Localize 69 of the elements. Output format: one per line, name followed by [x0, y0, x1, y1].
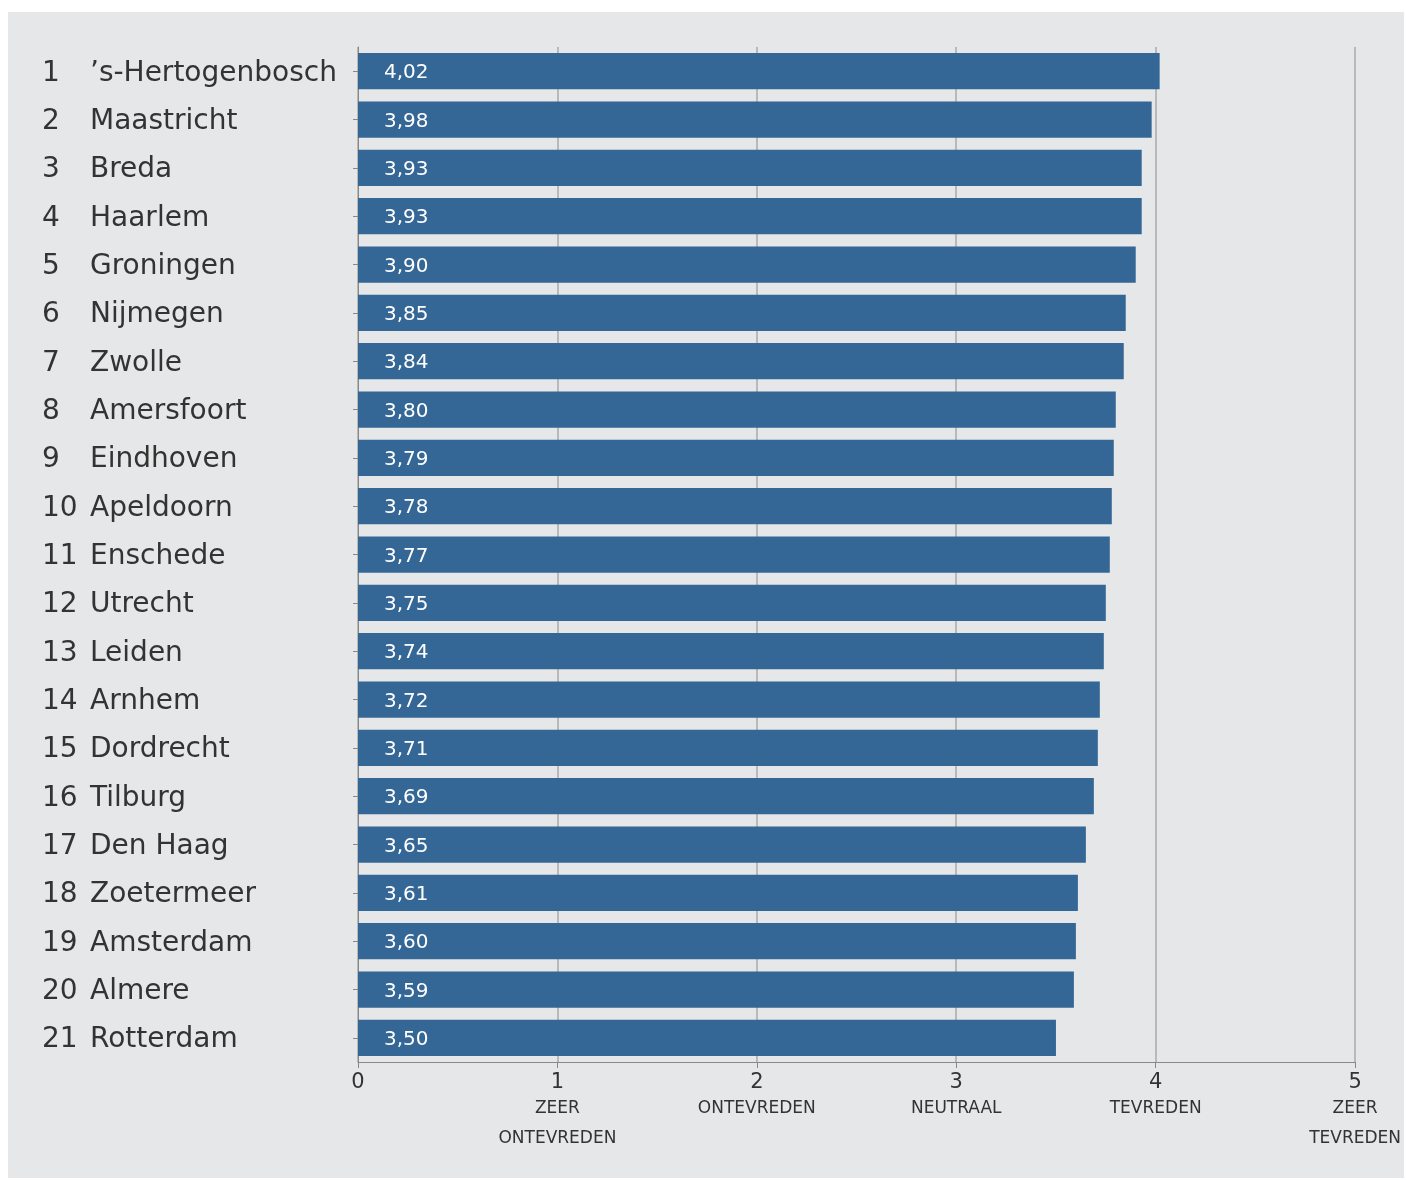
bar [358, 971, 1074, 1008]
bar [358, 778, 1094, 815]
bar [358, 101, 1152, 138]
bar [358, 343, 1124, 380]
data-label: 3,75 [384, 590, 429, 615]
bar [358, 729, 1098, 766]
bar [358, 439, 1114, 476]
bar [358, 1019, 1056, 1056]
y-tick-label: 16 Tilburg [42, 779, 187, 813]
data-label: 3,84 [384, 349, 429, 374]
y-tick-label: 10 Apeldoorn [42, 489, 233, 523]
data-label: 3,93 [384, 204, 429, 229]
bar [358, 681, 1100, 718]
bar [358, 633, 1104, 670]
data-label: 3,59 [384, 977, 429, 1002]
data-label: 3,80 [384, 397, 429, 422]
data-label: 3,74 [384, 639, 429, 664]
y-tick-label: 12 Utrecht [42, 586, 194, 620]
data-label: 3,69 [384, 784, 429, 809]
y-tick-label: 1 ’s-Hertogenbosch [42, 54, 337, 88]
x-tick-label: 1 ZEER ONTEVREDEN [498, 1069, 617, 1147]
y-tick-label: 14 Arnhem [42, 683, 201, 716]
data-label: 3,50 [384, 1025, 429, 1050]
x-tick-label: 5 ZEER TEVREDEN [1308, 1069, 1401, 1147]
bar [358, 294, 1126, 331]
data-label: 4,02 [384, 59, 429, 84]
y-tick-label: 2 Maastricht [42, 103, 238, 136]
bar [358, 246, 1136, 283]
bar [358, 874, 1078, 911]
data-label: 3,79 [384, 445, 429, 470]
y-tick-label: 21 Rotterdam [42, 1021, 238, 1055]
y-tick-label: 5 Groningen [42, 248, 236, 281]
y-tick-label: 13 Leiden [42, 634, 183, 668]
bar [358, 584, 1106, 621]
data-label: 3,93 [384, 155, 429, 180]
y-tick-label: 20 Almere [42, 973, 190, 1006]
data-label: 3,85 [384, 300, 429, 325]
x-tick-label: 0 [351, 1069, 365, 1093]
y-tick-label: 7 Zwolle [42, 344, 182, 378]
x-tick-label: 4 TEVREDEN [1108, 1069, 1202, 1117]
data-label: 3,98 [384, 107, 429, 132]
y-tick-label: 9 Eindhoven [42, 441, 238, 475]
bar [358, 391, 1116, 428]
data-label: 3,90 [384, 252, 429, 277]
y-tick-label: 3 Breda [42, 151, 173, 185]
y-tick-label: 15 Dordrecht [42, 731, 230, 765]
bar [358, 149, 1142, 186]
x-tick-label: 3 NEUTRAAL [910, 1069, 1003, 1117]
y-tick-label: 6 Nijmegen [42, 296, 224, 330]
y-tick-label: 8 Amersfoort [42, 393, 247, 426]
data-label: 3,78 [384, 494, 429, 519]
y-tick-label: 19 Amsterdam [42, 924, 253, 958]
bar [358, 826, 1086, 863]
y-tick-label: 4 Haarlem [42, 199, 210, 233]
x-tick-label: 2 ONTEVREDEN [697, 1069, 816, 1117]
bar [358, 53, 1160, 90]
bar [358, 488, 1112, 525]
bar [358, 198, 1142, 235]
y-tick-label: 18 Zoetermeer [42, 876, 257, 910]
data-label: 3,65 [384, 832, 429, 857]
data-label: 3,71 [384, 735, 429, 760]
data-label: 3,61 [384, 880, 429, 905]
data-label: 3,60 [384, 929, 429, 954]
data-label: 3,77 [384, 542, 429, 567]
data-label: 3,72 [384, 687, 429, 712]
y-tick-label: 11 Enschede [42, 538, 226, 571]
y-tick-label: 17 Den Haag [42, 828, 229, 861]
bar [358, 923, 1076, 960]
bar [358, 536, 1110, 573]
